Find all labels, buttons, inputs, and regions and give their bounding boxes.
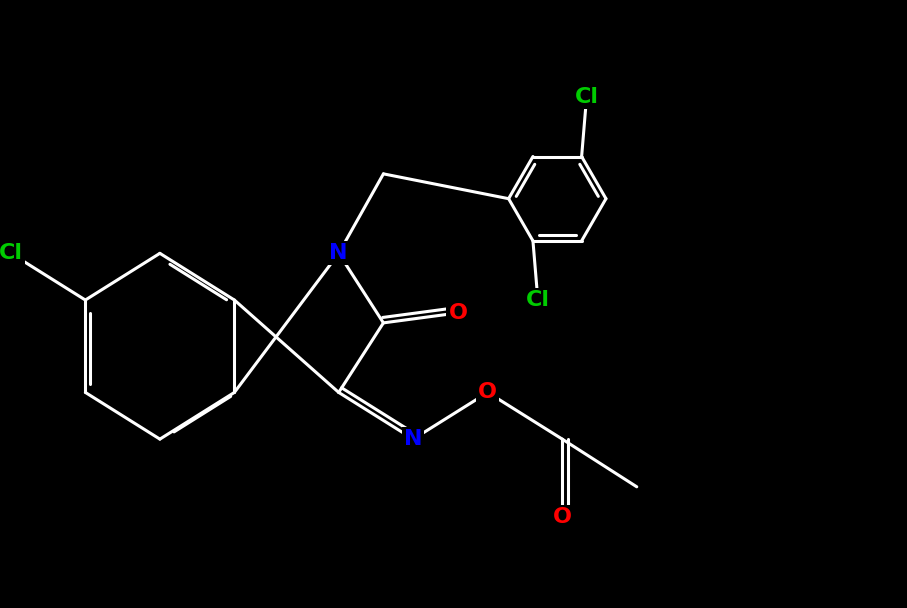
Text: O: O bbox=[552, 506, 571, 527]
Text: N: N bbox=[329, 243, 348, 263]
Text: N: N bbox=[404, 429, 423, 449]
Text: O: O bbox=[478, 382, 497, 402]
Text: Cl: Cl bbox=[575, 87, 599, 107]
Text: Cl: Cl bbox=[0, 243, 23, 263]
Text: O: O bbox=[448, 303, 467, 323]
Text: Cl: Cl bbox=[526, 291, 550, 311]
